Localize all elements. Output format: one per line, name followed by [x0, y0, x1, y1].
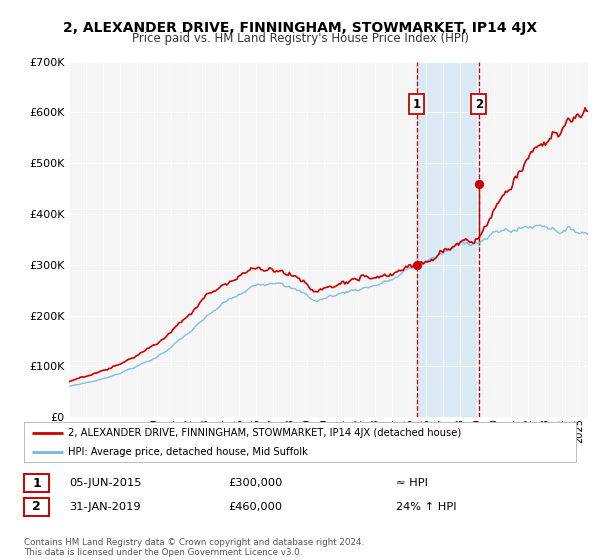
- Text: 24% ↑ HPI: 24% ↑ HPI: [396, 502, 457, 512]
- Text: 2, ALEXANDER DRIVE, FINNINGHAM, STOWMARKET, IP14 4JX (detached house): 2, ALEXANDER DRIVE, FINNINGHAM, STOWMARK…: [68, 428, 461, 438]
- Text: 2: 2: [475, 98, 483, 111]
- Text: Price paid vs. HM Land Registry's House Price Index (HPI): Price paid vs. HM Land Registry's House …: [131, 32, 469, 45]
- Point: [412, 260, 422, 269]
- Text: Contains HM Land Registry data © Crown copyright and database right 2024.
This d: Contains HM Land Registry data © Crown c…: [24, 538, 364, 557]
- Text: £460,000: £460,000: [228, 502, 282, 512]
- Text: £300,000: £300,000: [228, 478, 283, 488]
- Text: 1: 1: [32, 477, 41, 490]
- Bar: [417, 62, 479, 417]
- Text: 05-JUN-2015: 05-JUN-2015: [69, 478, 142, 488]
- Text: ≈ HPI: ≈ HPI: [396, 478, 428, 488]
- Point: [474, 179, 484, 188]
- Text: 1: 1: [413, 98, 421, 111]
- Text: 31-JAN-2019: 31-JAN-2019: [69, 502, 140, 512]
- Text: 2: 2: [32, 500, 41, 514]
- Text: HPI: Average price, detached house, Mid Suffolk: HPI: Average price, detached house, Mid …: [68, 447, 308, 457]
- Text: 2, ALEXANDER DRIVE, FINNINGHAM, STOWMARKET, IP14 4JX: 2, ALEXANDER DRIVE, FINNINGHAM, STOWMARK…: [63, 21, 537, 35]
